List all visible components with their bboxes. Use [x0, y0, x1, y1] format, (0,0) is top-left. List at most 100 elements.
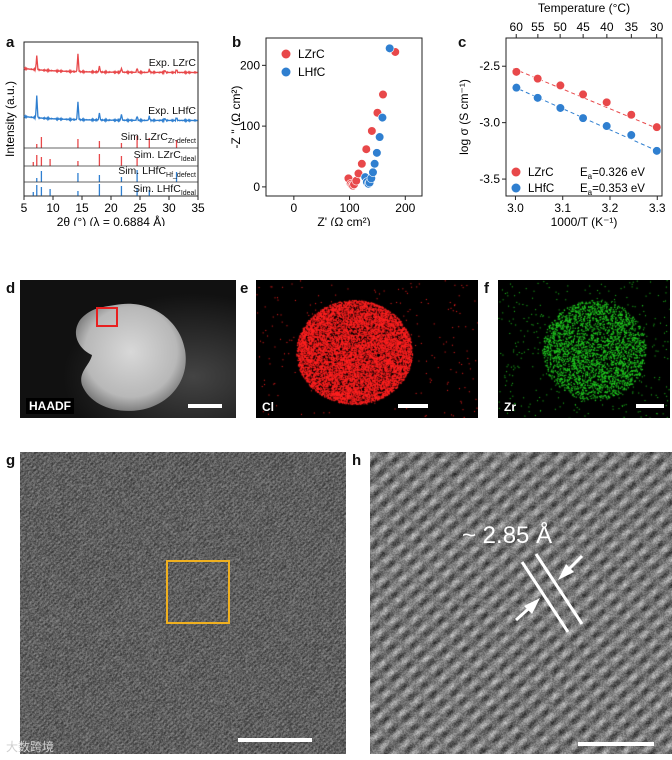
legend-marker — [511, 167, 521, 177]
scale-bar — [398, 404, 428, 408]
y-tick-label: 0 — [253, 180, 260, 194]
xrd-chart: Exp. LZrC Exp. LHfC Sim. LZrCZr-defect Sim.… — [3, 41, 205, 226]
zr-map-canvas — [498, 280, 670, 418]
data-point — [367, 126, 377, 136]
data-point — [578, 113, 588, 123]
x-tick-label: 20 — [104, 201, 118, 215]
data-point — [357, 159, 367, 169]
x-tick-label: 25 — [133, 201, 147, 215]
data-point — [626, 110, 636, 120]
scale-bar — [636, 404, 664, 408]
hrtem-image — [20, 452, 346, 754]
x-tick-label: 3.0 — [507, 201, 524, 215]
scale-bar — [188, 404, 222, 408]
selection-box — [96, 307, 118, 327]
panel-label-a: a — [6, 34, 15, 51]
x-tick-label: 3.2 — [602, 201, 619, 215]
zr-tag: Zr — [504, 400, 516, 414]
cl-map-canvas — [256, 280, 478, 418]
y-tick-label: 100 — [240, 119, 260, 133]
legend-label: LHfC — [298, 65, 326, 79]
haadf-image: HAADF — [20, 280, 236, 418]
x-axis-label: 2θ (°) (λ = 0.6884 Å) — [57, 214, 166, 226]
data-point — [361, 144, 371, 154]
x-axis-label: 1000/T (K⁻¹) — [551, 215, 618, 229]
panel-label-g: g — [6, 452, 16, 469]
lattice-texture — [370, 452, 672, 754]
panel-label-h: h — [352, 452, 362, 469]
data-point — [385, 43, 395, 53]
top-tick-label: 60 — [510, 20, 524, 34]
x-tick-label: 3.1 — [554, 201, 571, 215]
series-label: Sim. LZrCIdeal — [134, 149, 197, 163]
panel-label-c: c — [458, 34, 467, 51]
x-tick-label: 200 — [395, 201, 415, 215]
legend-label: LHfC — [528, 183, 554, 195]
lattice-annotation — [514, 553, 584, 633]
legend-marker — [281, 67, 291, 77]
xrd-series-line — [23, 95, 198, 124]
data-point — [626, 130, 636, 140]
x-tick-label: 30 — [162, 201, 176, 215]
data-point — [511, 67, 522, 77]
y-tick-label: -3.0 — [479, 116, 500, 130]
lattice-image: ~ 2.85 Å — [370, 452, 672, 754]
zoom-region-box — [166, 560, 230, 624]
data-point — [378, 89, 388, 100]
x-tick-label: 10 — [46, 201, 60, 215]
data-point — [375, 132, 385, 142]
series-label: Exp. LZrC — [149, 57, 197, 69]
nyquist-chart: 0 100 200 0 100 200 LZrC LHfC Z' (Ω cm²) -Z '' (Ω… — [229, 37, 423, 226]
xrd-series-line — [23, 53, 198, 76]
series-label: Sim. LHfCHf_defect — [118, 165, 196, 179]
x-tick-label: 100 — [340, 201, 360, 215]
legend-label: LZrC — [298, 47, 325, 61]
haadf-particle — [20, 280, 236, 418]
panel-label-f: f — [484, 280, 489, 297]
panel-label-e: e — [240, 280, 249, 297]
data-point — [555, 80, 565, 90]
plot-frame — [505, 37, 663, 197]
legend-label: LZrC — [528, 167, 554, 179]
series-label: Sim. LZrCZr-defect — [121, 131, 196, 145]
x-tick-label: 15 — [75, 201, 89, 215]
watermark: 大数跨境 — [6, 740, 55, 754]
top-tick-label: 35 — [625, 20, 639, 34]
x-axis-label: Z' (Ω cm²) — [317, 215, 370, 226]
d-spacing-label: ~ 2.85 Å — [462, 522, 553, 549]
data-point — [602, 97, 612, 107]
x-tick-label: 35 — [191, 201, 205, 215]
data-point — [511, 83, 522, 93]
top-tick-label: 30 — [650, 20, 664, 34]
zr-map-image: Zr — [498, 280, 670, 418]
activation-energy-label: Ea=0.353 eV — [580, 183, 645, 197]
top-tick-label: 55 — [531, 20, 545, 34]
cl-map-image: Cl — [256, 280, 478, 418]
plot-frame — [265, 37, 423, 197]
panel-label-d: d — [6, 280, 16, 297]
data-point — [578, 89, 588, 100]
x-tick-label: 0 — [291, 201, 298, 215]
scale-bar — [238, 738, 312, 742]
data-point — [555, 103, 565, 113]
fit-line — [512, 68, 660, 130]
data-point — [533, 93, 543, 103]
data-point — [652, 122, 662, 132]
activation-energy-label: Ea=0.326 eV — [580, 167, 645, 181]
data-point — [602, 121, 612, 131]
hrtem-texture — [20, 452, 346, 754]
series-label: Exp. LHfC — [148, 105, 196, 117]
y-tick-label: 200 — [240, 58, 260, 72]
top-tick-label: 50 — [553, 20, 567, 34]
y-tick-label: -2.5 — [479, 59, 500, 73]
y-axis-label: log σ (S cm⁻¹) — [457, 79, 471, 155]
top-tick-label: 40 — [600, 20, 614, 34]
legend-marker — [281, 49, 291, 59]
y-axis-label: Intensity (a.u.) — [3, 81, 17, 157]
haadf-tag: HAADF — [26, 398, 74, 414]
arrhenius-chart: 3.0 3.1 3.2 3.3 -2.5 -3.0 -3.5 60 55 50 45 40 35 30 Te… — [457, 1, 666, 229]
data-point — [377, 113, 388, 123]
data-point — [533, 74, 543, 84]
panel-label-b: b — [232, 34, 242, 51]
x-tick-label: 5 — [21, 201, 28, 215]
